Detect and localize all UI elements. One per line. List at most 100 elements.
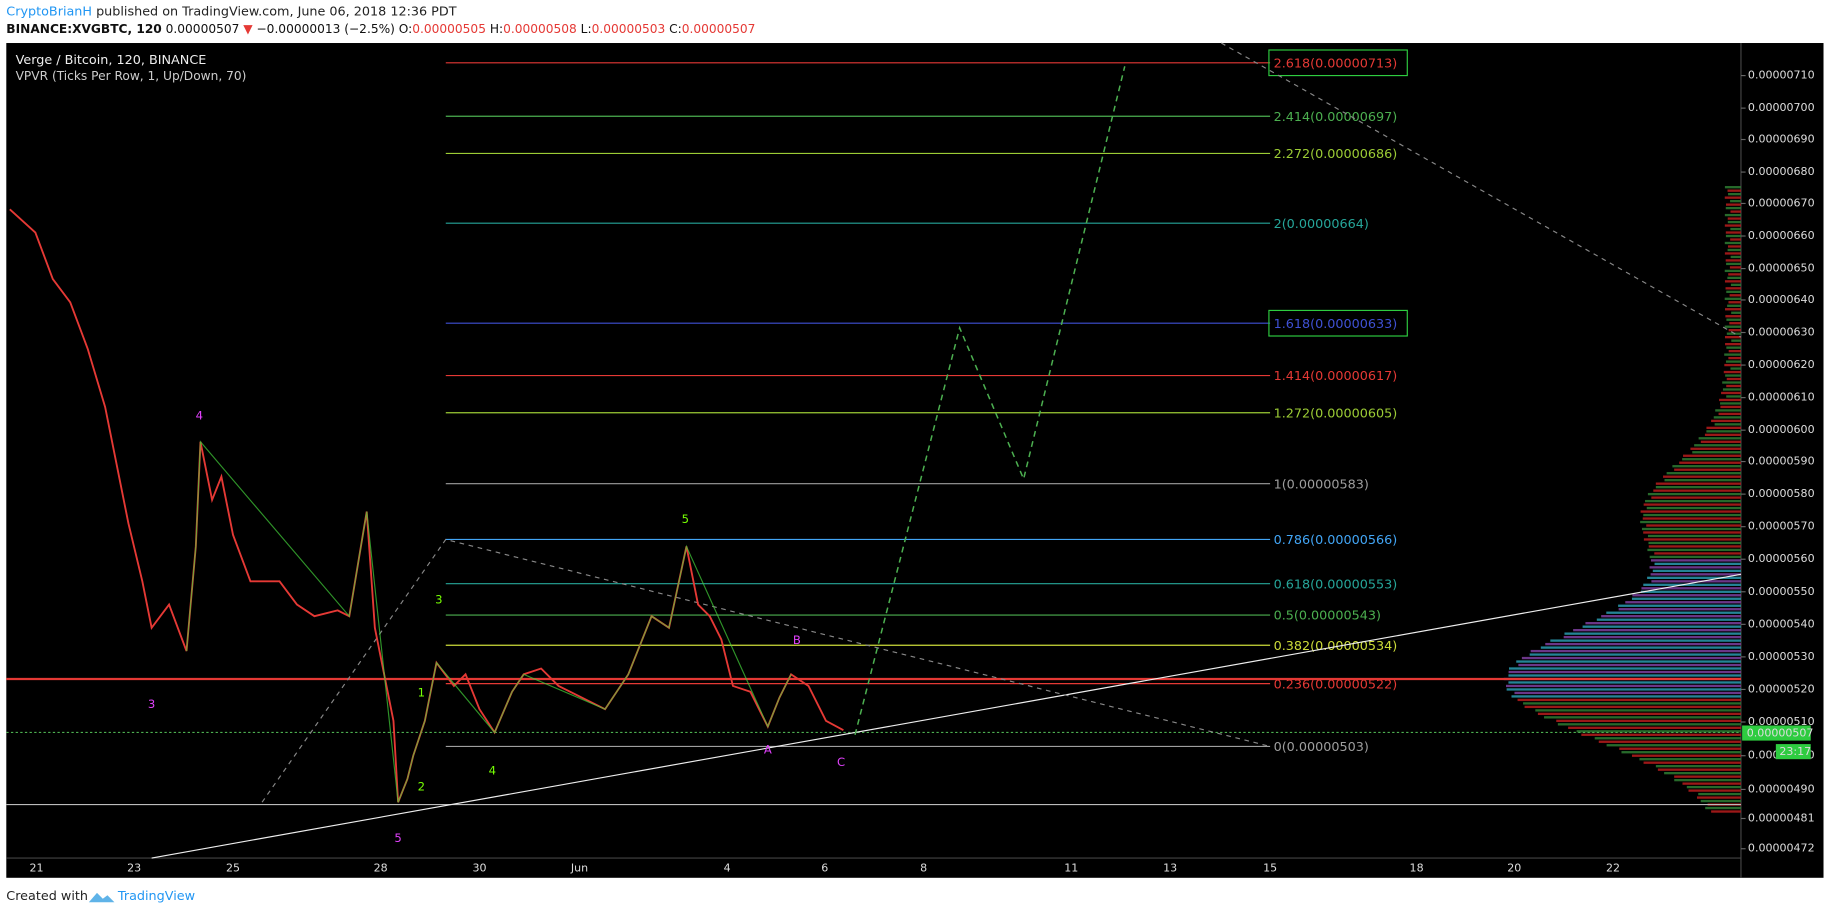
volume-bar [1568,726,1741,729]
wave-label: B [793,633,801,647]
volume-bar [1631,754,1741,757]
wave-label: 4 [196,409,203,423]
volume-bar [1722,388,1741,391]
logo [88,892,115,903]
volume-bar [1724,213,1741,217]
volume-bar [1581,733,1741,736]
volume-bar [1726,384,1741,388]
volume-bar [1594,737,1741,740]
volume-bar [1657,768,1741,771]
volume-bar [1645,499,1741,503]
fib-label: 1.272(0.00000605) [1274,406,1398,421]
published: published on TradingView.com, June 06, 2… [96,4,457,19]
footer-created: Created with [6,889,88,904]
wave-labels: 4 3 5 A B C 3 1 2 4 5 [148,409,845,845]
volume-bar [1643,513,1741,517]
wave-label: 2 [418,780,425,794]
volume-bar [1631,597,1741,600]
fib-base-line [261,538,1271,803]
volume-bar [1706,430,1741,433]
fib-label: 1.414(0.00000617) [1274,369,1398,384]
volume-bar [1643,538,1741,541]
volume-bar [1679,461,1741,464]
volume-bar [1727,189,1741,192]
volume-bar [1508,674,1741,677]
volume-bar [1728,301,1741,304]
current-price: 0.00000507 [1747,727,1814,740]
volume-bar [1726,395,1741,398]
h-label: H: [490,22,503,36]
price-label: 0.00000530 [1748,650,1815,663]
time-label: 18 [1410,861,1424,874]
price-series-up [185,440,792,803]
volume-bar [1655,482,1741,485]
volume-bar [1674,468,1741,471]
volume-bar [1649,555,1741,559]
volume-bar [1730,283,1741,287]
volume-bar [1537,712,1741,716]
l: 0.00000503 [592,22,666,36]
volume-bar [1694,444,1741,447]
price-label: 0.00000640 [1748,293,1815,306]
price-label: 0.00000520 [1748,682,1815,695]
volume-bar [1648,545,1741,548]
volume-bar [1643,531,1741,534]
volume-bar [1516,660,1741,663]
volume-bar [1725,234,1741,238]
volume-bar [1606,611,1741,614]
volume-bar [1641,587,1741,590]
wave-label: A [764,742,772,756]
fib-label: 1(0.00000583) [1274,477,1369,492]
volume-bar [1718,412,1741,416]
volume-bar [1530,649,1741,653]
volume-bar [1652,569,1741,573]
volume-bar [1730,367,1741,370]
volume-bar [1724,336,1741,339]
volume-bar [1686,785,1741,789]
volume-bar [1720,405,1741,409]
volume-bar [1535,709,1741,712]
volume-bar [1651,496,1741,499]
volume-bar [1725,315,1741,318]
volume-bar [1705,806,1741,810]
footer-brand[interactable]: TradingView [117,889,195,904]
volume-bar [1641,527,1741,531]
change: −0.00000013 (−2.5%) [256,22,394,36]
volume-bar [1663,475,1741,478]
volume-bar [1723,370,1741,374]
price-label: 0.00000510 [1748,715,1815,728]
wave-label: 4 [489,763,496,777]
volume-bar [1724,297,1741,300]
volume-bar [1698,437,1741,440]
volume-bar [1725,360,1741,363]
time-label: 4 [724,861,731,874]
time-axis: 21 23 25 28 30 Jun 4 6 8 11 13 15 18 20 22 [30,861,1621,874]
time-label: Jun [570,861,588,874]
volume-bar [1725,374,1741,377]
fib-label: 0.618(0.00000553) [1274,577,1398,592]
volume-bar [1647,576,1741,579]
volume-bar [1690,447,1741,450]
price-label: 0.00000660 [1748,229,1815,242]
price-label: 0.00000490 [1748,782,1815,795]
volume-bar [1632,594,1741,597]
trend-line [151,573,1742,859]
volume-bar [1711,419,1741,423]
fib-label: 0.5(0.00000543) [1274,609,1381,624]
price-label: 0.00000560 [1748,552,1815,565]
volume-bar [1700,440,1741,443]
chart-area[interactable] [6,43,1824,878]
fib-extension: 2.618(0.00000713) 2.414(0.00000697) 2.272(… [445,49,1408,755]
volume-bar [1728,349,1741,353]
time-label: 13 [1163,861,1177,874]
time-label: 15 [1263,861,1277,874]
author[interactable]: CryptoBrianH [6,4,92,19]
volume-bar [1506,688,1741,691]
volume-bar [1618,608,1741,611]
volume-bar [1598,740,1741,743]
volume-bar [1727,248,1741,252]
volume-bar [1625,601,1741,604]
price-label: 0.00000540 [1748,617,1815,630]
wave-label: C [837,755,845,769]
